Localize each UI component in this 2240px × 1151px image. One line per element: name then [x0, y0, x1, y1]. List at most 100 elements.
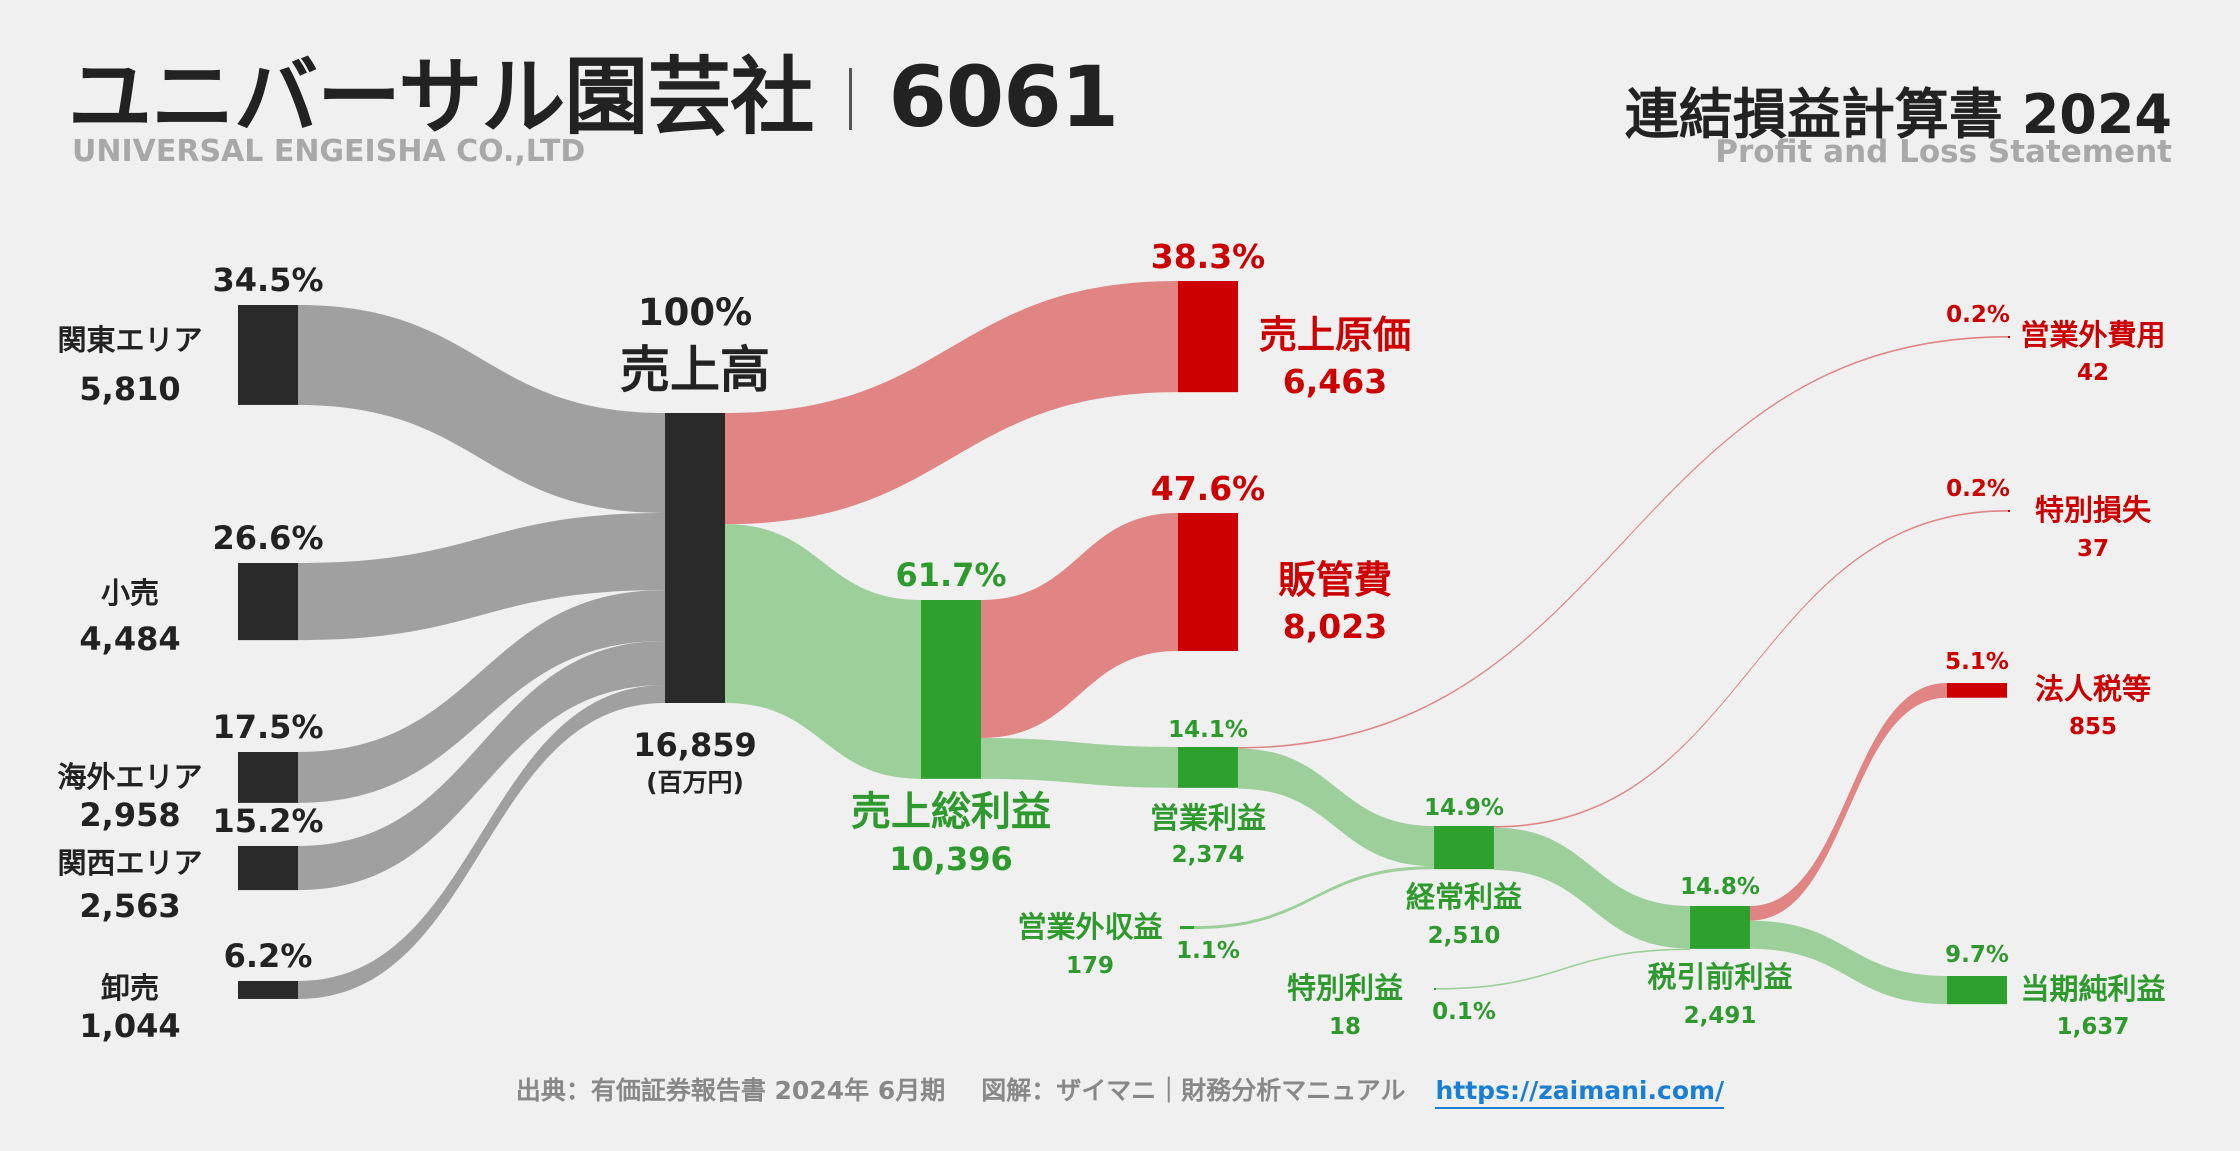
node-bar-cogs [1178, 281, 1238, 393]
node-bar-operating_income [1178, 747, 1238, 788]
node-label-non_op_expense: 営業外費用 [2020, 318, 2165, 352]
flow-revenue-to-gross_profit [725, 524, 921, 779]
flow-ordinary_income-to-extra_loss [1494, 510, 2008, 828]
value-label-income_tax: 855 [2069, 714, 2117, 740]
node-label-overseas: 海外エリア [57, 760, 202, 794]
pct-label-income_tax: 5.1% [1945, 649, 2009, 675]
flow-operating_income-to-ordinary_income [1238, 748, 1434, 867]
node-label-net_income: 当期純利益 [2020, 972, 2165, 1006]
node-label-revenue: 売上高 [620, 341, 770, 399]
pct-label-non_op_expense: 0.2% [1946, 302, 2010, 328]
flow-kanto-to-revenue [298, 305, 665, 513]
flow-pretax_income-to-income_tax [1750, 683, 1947, 921]
value-label-net_income: 1,637 [2057, 1014, 2130, 1040]
value-label-cogs: 6,463 [1283, 362, 1387, 401]
node-label-pretax_income: 税引前利益 [1647, 960, 1792, 994]
pct-label-extra_loss: 0.2% [1946, 476, 2010, 502]
pct-label-gross_profit: 61.7% [895, 556, 1006, 594]
value-label-revenue: 16,859 [633, 726, 756, 764]
pct-label-non_op_income: 1.1% [1176, 938, 1240, 964]
node-bar-revenue [665, 413, 725, 703]
statement-title: 連結損益計算書 2024 [1624, 83, 2172, 146]
flow-extra_gain-to-pretax_income [1436, 948, 1690, 990]
node-label-income_tax: 法人税等 [2035, 672, 2151, 706]
title-separator [849, 68, 853, 130]
value-label-extra_gain: 18 [1329, 1014, 1361, 1040]
pct-label-ordinary_income: 14.9% [1424, 795, 1504, 821]
node-bar-wholesale [238, 981, 298, 999]
value-label-gross_profit: 10,396 [889, 840, 1012, 878]
pct-label-net_income: 9.7% [1945, 942, 2009, 968]
node-bar-pretax_income [1690, 906, 1750, 949]
node-label-extra_loss: 特別損失 [2035, 493, 2152, 527]
flow-non_op_income-to-ordinary_income [1194, 866, 1434, 930]
flow-ordinary_income-to-pretax_income [1494, 827, 1690, 949]
flow-revenue-to-cogs [725, 281, 1178, 525]
footer: 出典：有価証券報告書 2024年 6月期 図解：ザイマニ｜財務分析マニュアル htt… [0, 1071, 2240, 1109]
flow-gross_profit-to-operating_income [981, 738, 1178, 788]
company-title: ユニバーサル園芸社 6061 [68, 30, 1119, 151]
ticker-code: 6061 [888, 48, 1119, 146]
company-name: ユニバーサル園芸社 [68, 48, 814, 146]
pct-label-kansai: 15.2% [212, 802, 323, 840]
node-label-retail: 小売 [101, 576, 159, 610]
company-name-en: UNIVERSAL ENGEISHA CO.,LTD [72, 134, 586, 169]
pct-label-sga: 47.6% [1151, 469, 1266, 508]
node-label-gross_profit: 売上総利益 [851, 789, 1051, 835]
node-bar-income_tax [1947, 683, 2007, 698]
node-bar-sga [1178, 513, 1238, 652]
pct-label-pretax_income: 14.8% [1680, 874, 1760, 900]
value-label-ordinary_income: 2,510 [1428, 923, 1501, 949]
value-label-non_op_expense: 42 [2077, 360, 2109, 386]
node-bar-kanto [238, 305, 298, 405]
value-label-overseas: 2,958 [79, 796, 180, 834]
value-label-kansai: 2,563 [79, 887, 180, 925]
pct-label-kanto: 34.5% [212, 261, 323, 299]
pct-label-operating_income: 14.1% [1168, 717, 1248, 743]
node-bar-overseas [238, 752, 298, 803]
credit-note: 図解：ザイマニ｜財務分析マニュアル [981, 1076, 1406, 1105]
unit-label: (百万円) [646, 768, 744, 797]
pct-label-revenue: 100% [638, 291, 752, 334]
node-bar-retail [238, 563, 298, 641]
value-label-non_op_income: 179 [1066, 953, 1114, 979]
node-label-cogs: 売上原価 [1259, 313, 1411, 357]
pct-label-extra_gain: 0.1% [1432, 999, 1496, 1025]
value-label-extra_loss: 37 [2077, 536, 2109, 562]
node-bar-kansai [238, 846, 298, 891]
node-bar-non_op_income [1180, 926, 1194, 930]
flow-operating_income-to-non_op_expense [1238, 336, 2008, 749]
value-label-retail: 4,484 [79, 620, 180, 658]
node-label-operating_income: 営業利益 [1150, 801, 1266, 835]
node-label-extra_gain: 特別利益 [1287, 971, 1403, 1005]
flow-kansai-to-revenue [298, 640, 665, 891]
pct-label-retail: 26.6% [212, 519, 323, 557]
pct-label-wholesale: 6.2% [224, 937, 313, 975]
flow-retail-to-revenue [298, 512, 665, 641]
pct-label-overseas: 17.5% [212, 708, 323, 746]
value-label-pretax_income: 2,491 [1684, 1003, 1757, 1029]
node-label-non_op_income: 営業外収益 [1017, 910, 1162, 944]
node-bar-gross_profit [921, 600, 981, 779]
flow-gross_profit-to-sga [981, 513, 1178, 739]
node-bar-non_op_expense [2008, 336, 2010, 338]
value-label-kanto: 5,810 [79, 370, 180, 408]
value-label-wholesale: 1,044 [79, 1007, 180, 1045]
statement-title-en: Profit and Loss Statement [1715, 134, 2172, 170]
node-label-wholesale: 卸売 [101, 971, 159, 1005]
flow-pretax_income-to-net_income [1750, 920, 1947, 1005]
value-label-operating_income: 2,374 [1172, 842, 1245, 868]
node-bar-extra_gain [1434, 988, 1436, 990]
flow-wholesale-to-revenue [298, 685, 665, 999]
node-label-kansai: 関西エリア [57, 846, 202, 880]
node-label-kanto: 関東エリア [57, 323, 202, 357]
source-link[interactable]: https://zaimani.com/ [1435, 1076, 1725, 1109]
pct-label-cogs: 38.3% [1151, 237, 1266, 276]
node-bar-extra_loss [2008, 510, 2010, 512]
node-bar-ordinary_income [1434, 826, 1494, 870]
flow-overseas-to-revenue [298, 590, 665, 803]
node-label-ordinary_income: 経常利益 [1406, 880, 1522, 914]
source-note: 出典：有価証券報告書 2024年 6月期 [515, 1076, 946, 1105]
node-label-sga: 販管費 [1278, 558, 1392, 602]
